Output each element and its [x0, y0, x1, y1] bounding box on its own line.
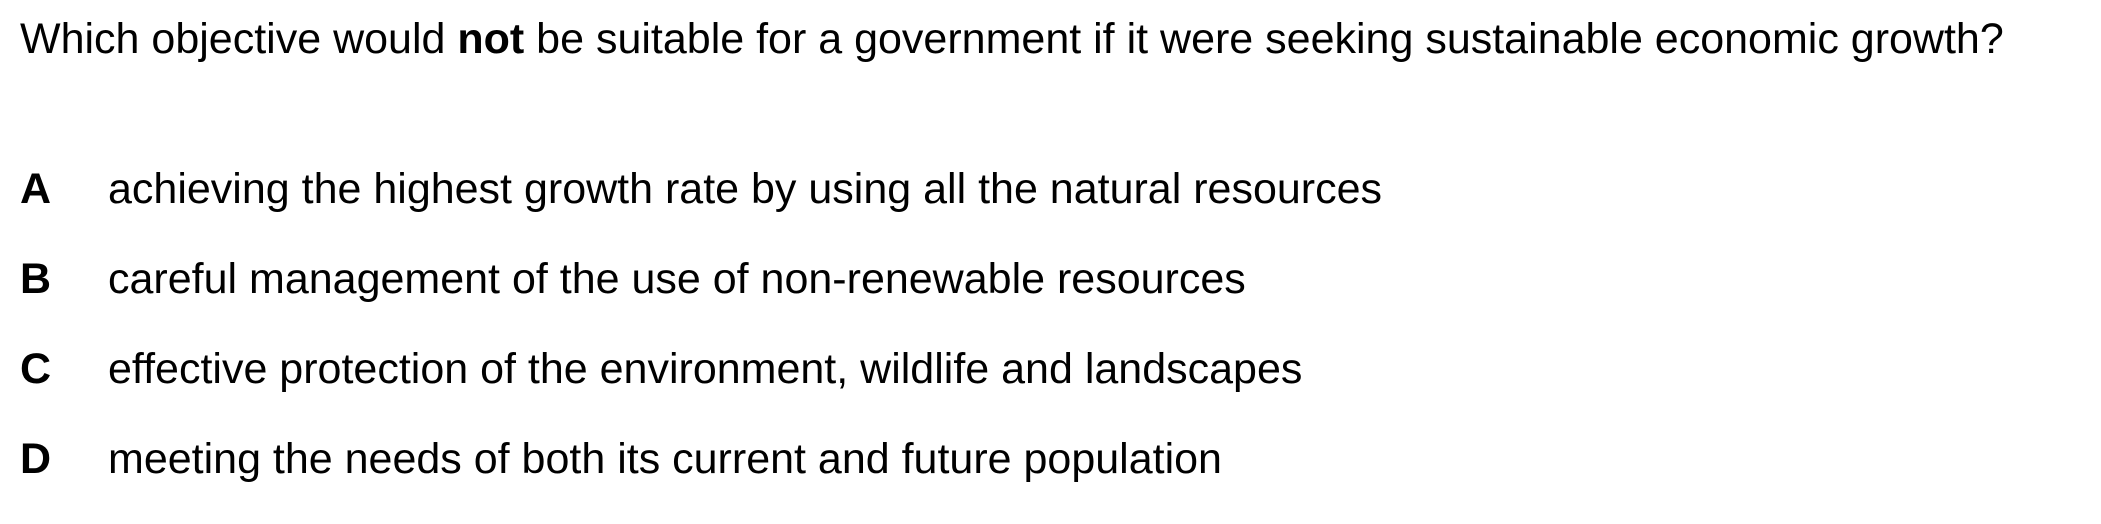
option-text: meeting the needs of both its current an…: [108, 435, 1222, 483]
option-letter: B: [20, 255, 52, 303]
option-d[interactable]: D meeting the needs of both its current …: [20, 434, 2080, 524]
option-a[interactable]: A achieving the highest growth rate by u…: [20, 164, 2080, 254]
option-c[interactable]: C effective protection of the environmen…: [20, 344, 2080, 434]
option-text: careful management of the use of non-ren…: [108, 255, 1246, 303]
question-suffix: be suitable for a government if it were …: [524, 15, 2004, 63]
answer-options: A achieving the highest growth rate by u…: [20, 164, 2080, 524]
option-letter: D: [20, 435, 52, 483]
question-stem: Which objective would not be suitable fo…: [20, 14, 2080, 64]
question-emphasis: not: [457, 15, 525, 63]
question-prefix: Which objective would: [20, 15, 458, 63]
option-text: effective protection of the environment,…: [108, 345, 1303, 393]
option-letter: C: [20, 345, 52, 393]
option-b[interactable]: B careful management of the use of non-r…: [20, 254, 2080, 344]
option-letter: A: [20, 165, 52, 213]
option-text: achieving the highest growth rate by usi…: [108, 165, 1383, 213]
